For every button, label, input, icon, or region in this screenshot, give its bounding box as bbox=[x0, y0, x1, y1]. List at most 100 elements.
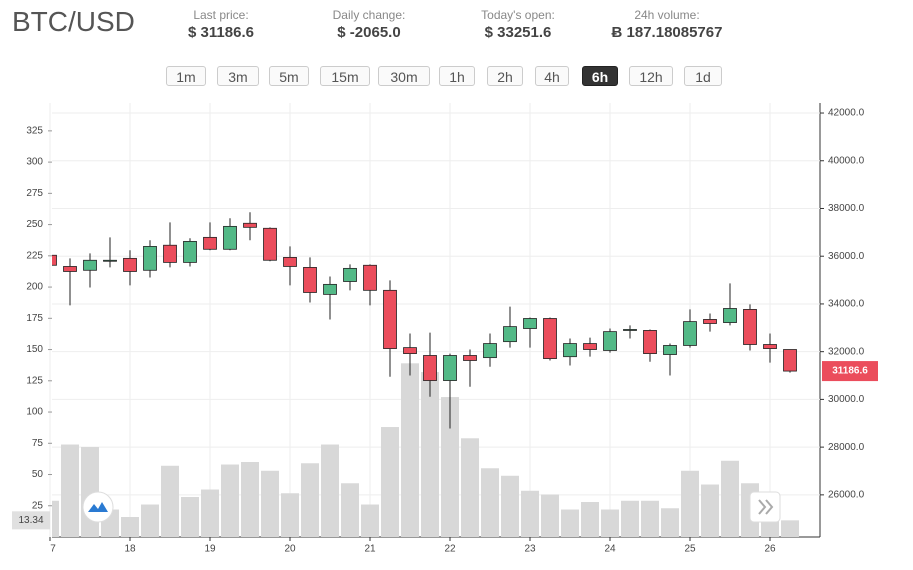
volume-bar bbox=[621, 500, 639, 537]
y2-tick-label: 34000.0 bbox=[828, 299, 865, 310]
volume-bar bbox=[581, 502, 599, 537]
volume-bar bbox=[261, 470, 279, 537]
volume-bar bbox=[661, 508, 679, 537]
last-volume-box bbox=[12, 511, 50, 530]
timeframe-button[interactable]: 4h bbox=[535, 66, 569, 86]
volume-bar bbox=[301, 463, 319, 537]
stat: Today's open: $ 33251.6 bbox=[443, 8, 593, 41]
timeframe-button[interactable]: 3m bbox=[217, 66, 259, 86]
timeframe-button[interactable]: 1d bbox=[684, 66, 722, 86]
logo-button[interactable] bbox=[82, 491, 114, 523]
y2-tick-label: 38000.0 bbox=[828, 203, 865, 214]
y-tick-label: 50 bbox=[32, 469, 44, 480]
volume-bar bbox=[781, 520, 799, 537]
y2-tick-label: 36000.0 bbox=[828, 251, 865, 262]
candle-body bbox=[763, 344, 777, 349]
y-tick-label: 150 bbox=[26, 344, 43, 355]
timeframe-button[interactable]: 5m bbox=[269, 66, 309, 86]
volume-bar bbox=[421, 372, 439, 537]
y-tick-label: 100 bbox=[26, 407, 43, 418]
stat: 24h volume: Ƀ 187.18085767 bbox=[592, 8, 742, 41]
candle-body bbox=[743, 309, 757, 345]
y-tick-label: 25 bbox=[32, 500, 44, 511]
x-tick-label: 25 bbox=[684, 544, 696, 555]
candle-body bbox=[243, 222, 257, 228]
x-tick-label: 22 bbox=[444, 544, 456, 555]
candle-body bbox=[423, 355, 437, 381]
volume-bar bbox=[441, 397, 459, 537]
candle-body bbox=[463, 355, 477, 361]
y-tick-label: 175 bbox=[26, 313, 43, 324]
stat-label: 24h volume: bbox=[634, 8, 700, 22]
volume-bar bbox=[701, 484, 719, 537]
candle-body bbox=[543, 318, 557, 359]
volume-bar bbox=[52, 500, 59, 537]
volume-bar bbox=[181, 497, 199, 537]
candle-body bbox=[323, 283, 337, 295]
x-tick-label: 7 bbox=[50, 544, 56, 555]
candle-body bbox=[303, 267, 317, 293]
candle-body bbox=[403, 347, 417, 354]
x-tick-label: 26 bbox=[764, 544, 776, 555]
volume-bar bbox=[221, 464, 239, 537]
stat-value: $ -2065.0 bbox=[337, 24, 401, 41]
timeframe-button[interactable]: 12h bbox=[629, 66, 673, 86]
volume-bar bbox=[121, 517, 139, 537]
volume-bar bbox=[141, 504, 159, 537]
volume-bar bbox=[201, 489, 219, 537]
candle-body bbox=[523, 318, 537, 329]
candle-body bbox=[603, 331, 617, 351]
stat-label: Daily change: bbox=[332, 8, 406, 22]
volume-bar bbox=[641, 500, 659, 537]
candle-body bbox=[103, 259, 117, 262]
candle-body bbox=[623, 329, 637, 331]
y-tick-label: 225 bbox=[26, 250, 43, 261]
candle-body bbox=[283, 257, 297, 267]
candle-body bbox=[63, 266, 77, 272]
timeframe-button[interactable]: 6h bbox=[582, 66, 618, 86]
y2-tick-label: 40000.0 bbox=[828, 155, 865, 166]
timeframe-button[interactable]: 15m bbox=[320, 66, 370, 86]
stat-value: $ 33251.6 bbox=[484, 24, 552, 41]
timeframe-button[interactable]: 1h bbox=[439, 66, 475, 86]
volume-bar bbox=[381, 427, 399, 537]
volume-bar bbox=[461, 438, 479, 537]
timeframe-button[interactable]: 30m bbox=[378, 66, 430, 86]
y-tick-label: 125 bbox=[26, 375, 43, 386]
timeframe-button[interactable]: 2h bbox=[487, 66, 523, 86]
x-tick-label: 21 bbox=[364, 544, 376, 555]
y2-tick-label: 28000.0 bbox=[828, 442, 865, 453]
y2-tick-label: 30000.0 bbox=[828, 394, 865, 405]
y-tick-label: 200 bbox=[26, 282, 43, 293]
y-tick-label: 275 bbox=[26, 188, 43, 199]
candle-body bbox=[723, 308, 737, 323]
candle-body bbox=[783, 349, 797, 372]
candle-body bbox=[52, 254, 57, 266]
candle-body bbox=[483, 343, 497, 359]
stat-value: $ 31186.6 bbox=[188, 24, 254, 41]
volume-bar bbox=[161, 465, 179, 537]
y2-tick-label: 42000.0 bbox=[828, 108, 865, 119]
candle-body bbox=[703, 319, 717, 324]
volume-bar bbox=[61, 444, 79, 537]
x-tick-label: 18 bbox=[124, 544, 136, 555]
candle-body bbox=[343, 267, 357, 282]
volume-bar bbox=[241, 462, 259, 537]
y-tick-label: 250 bbox=[26, 219, 43, 230]
candle-body bbox=[383, 289, 397, 349]
volume-bar bbox=[721, 460, 739, 537]
y2-tick-label: 26000.0 bbox=[828, 489, 865, 500]
volume-bar bbox=[321, 444, 339, 537]
candle-body bbox=[643, 330, 657, 354]
stat-label: Today's open: bbox=[481, 8, 555, 22]
volume-bar bbox=[521, 490, 539, 537]
scroll-right-button[interactable] bbox=[749, 491, 781, 523]
timeframe-button[interactable]: 1m bbox=[166, 66, 206, 86]
volume-bar bbox=[601, 509, 619, 537]
volume-bar bbox=[281, 493, 299, 537]
candle-body bbox=[123, 257, 137, 272]
stat: Last price: $ 31186.6 bbox=[146, 8, 296, 41]
volume-bar bbox=[341, 483, 359, 537]
candle-body bbox=[223, 225, 237, 250]
candle-body bbox=[683, 321, 697, 346]
